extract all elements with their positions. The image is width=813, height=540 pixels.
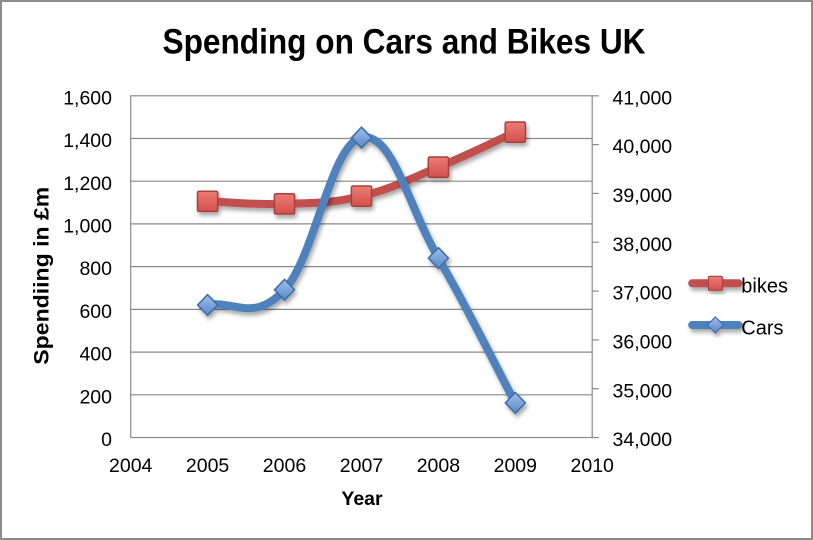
- svg-text:41,000: 41,000: [613, 87, 673, 109]
- svg-text:37,000: 37,000: [613, 283, 673, 305]
- svg-text:bikes: bikes: [741, 276, 788, 298]
- svg-text:1,000: 1,000: [63, 216, 112, 238]
- svg-text:39,000: 39,000: [613, 185, 673, 207]
- svg-text:2007: 2007: [340, 455, 383, 477]
- svg-text:Cars: Cars: [741, 317, 783, 339]
- svg-text:2009: 2009: [494, 455, 537, 477]
- svg-text:0: 0: [101, 429, 112, 451]
- svg-text:200: 200: [79, 386, 112, 408]
- svg-text:600: 600: [79, 301, 112, 323]
- svg-text:1,400: 1,400: [63, 130, 112, 152]
- svg-text:2005: 2005: [186, 455, 230, 477]
- svg-text:2006: 2006: [263, 455, 306, 477]
- svg-text:2010: 2010: [571, 455, 615, 477]
- svg-text:800: 800: [79, 258, 112, 280]
- svg-text:1,200: 1,200: [63, 173, 112, 195]
- svg-text:2004: 2004: [109, 455, 153, 477]
- svg-text:34,000: 34,000: [613, 429, 673, 451]
- svg-text:Spending on Cars and Bikes UK: Spending on Cars and Bikes UK: [163, 22, 646, 61]
- svg-text:Spendiing in £m: Spendiing in £m: [30, 187, 54, 365]
- svg-text:38,000: 38,000: [613, 234, 673, 256]
- svg-text:36,000: 36,000: [613, 332, 673, 354]
- svg-text:2008: 2008: [417, 455, 460, 477]
- svg-text:400: 400: [79, 344, 112, 366]
- svg-text:Year: Year: [341, 488, 383, 510]
- svg-text:1,600: 1,600: [63, 87, 112, 109]
- svg-text:35,000: 35,000: [613, 380, 673, 402]
- svg-text:40,000: 40,000: [613, 136, 673, 158]
